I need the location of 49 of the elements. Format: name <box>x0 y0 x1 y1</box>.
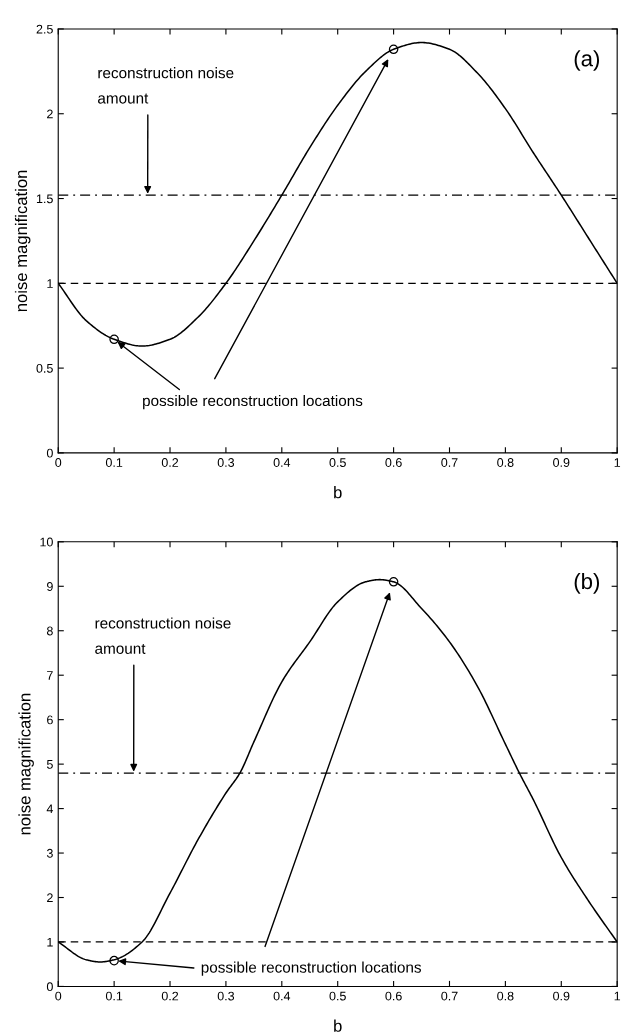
x-axis-title: b <box>334 1019 342 1032</box>
x-tick-label: 0.4 <box>273 991 291 1001</box>
annotation: possible reconstruction locations <box>201 961 422 976</box>
y-tick-label: 0 <box>46 982 53 992</box>
y-tick-label: 5 <box>46 760 53 769</box>
x-tick-label: 0.8 <box>497 458 514 467</box>
y-axis-title: noise magnification <box>14 170 31 312</box>
x-tick-label: 0.1 <box>105 991 123 1001</box>
y-tick-label: 3 <box>46 848 53 858</box>
x-tick-label: 0.9 <box>553 458 570 467</box>
x-tick-label: 0.3 <box>217 458 235 467</box>
x-tick-label: 1 <box>614 991 621 1001</box>
x-tick-label: 0.4 <box>273 458 291 467</box>
y-tick-label: 1.5 <box>36 194 53 204</box>
x-tick-label: 0 <box>55 458 62 467</box>
y-axis-title: noise magnification <box>18 693 34 835</box>
y-tick-label: 1 <box>47 937 53 947</box>
annotation: possible reconstruction locations <box>143 394 363 410</box>
x-tick-label: 0.5 <box>329 458 346 467</box>
x-tick-label: 0.3 <box>217 991 235 1001</box>
y-tick-label: 9 <box>47 582 53 591</box>
x-tick-label: 0.2 <box>161 991 179 1001</box>
y-tick-label: 0 <box>46 448 53 458</box>
y-tick-label: 6 <box>47 715 53 725</box>
annotation: (b) <box>574 572 600 594</box>
x-tick-label: 0 <box>55 991 62 1001</box>
x-tick-label: 0.5 <box>329 991 346 1001</box>
annotation: reconstruction noise amount <box>95 617 231 654</box>
y-tick-label: 4 <box>46 804 54 814</box>
y-tick-label: 2 <box>47 109 53 119</box>
y-tick-label: 1 <box>47 279 53 288</box>
x-tick-label: 0.7 <box>441 458 458 467</box>
x-tick-label: 0.2 <box>161 458 179 467</box>
x-tick-label: 0.9 <box>553 991 570 1001</box>
y-tick-label: 8 <box>46 626 53 636</box>
y-tick-label: 7 <box>47 671 53 680</box>
y-tick-label: 2 <box>47 893 53 903</box>
x-tick-label: 0.8 <box>497 991 514 1001</box>
x-axis-title: b <box>334 486 342 499</box>
x-tick-label: 0.1 <box>105 458 123 467</box>
y-tick-label: 10 <box>40 537 53 547</box>
annotation: reconstruction noise amount <box>98 67 234 104</box>
annotation: (a) <box>574 50 600 71</box>
y-tick-label: 2.5 <box>36 24 53 34</box>
x-tick-label: 0.6 <box>385 458 402 467</box>
x-tick-label: 0.6 <box>385 991 402 1001</box>
x-tick-label: 1 <box>614 458 621 467</box>
x-tick-label: 0.7 <box>441 991 458 1001</box>
y-tick-label: 0.5 <box>36 363 53 373</box>
